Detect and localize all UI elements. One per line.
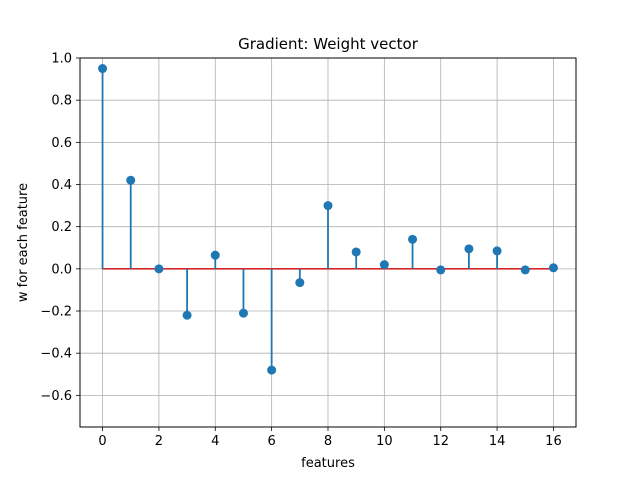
stem-marker: [238, 308, 248, 318]
stem-marker: [98, 64, 108, 74]
stem-marker: [267, 365, 277, 375]
stem-marker: [548, 263, 558, 273]
y-tick-label: 0.0: [51, 262, 72, 277]
stem-marker: [408, 234, 418, 244]
stem-marker: [295, 278, 305, 288]
y-tick-label: 1.0: [51, 52, 72, 67]
x-axis-label: features: [301, 456, 355, 471]
stem-marker: [323, 201, 333, 211]
x-tick-label: 8: [324, 434, 332, 449]
stem-marker: [154, 264, 164, 274]
stem-marker: [210, 250, 220, 260]
y-tick-label: 0.6: [51, 136, 72, 151]
stem-marker: [520, 265, 530, 275]
chart-title: Gradient: Weight vector: [238, 35, 419, 53]
tick-marks: [76, 57, 554, 431]
stem-marker: [351, 247, 361, 257]
y-tick-label: −0.6: [40, 389, 72, 404]
x-tick-labels: 0 2 4 6 8 10 12 14 16: [98, 434, 561, 449]
x-tick-label: 0: [98, 434, 106, 449]
stem-marker: [436, 265, 446, 275]
stem-marker: [464, 244, 474, 254]
x-tick-label: 10: [376, 434, 393, 449]
stem-marker: [379, 260, 389, 270]
markers: [98, 64, 558, 375]
x-tick-label: 4: [211, 434, 219, 449]
y-tick-label: 0.4: [51, 178, 72, 193]
y-tick-labels: −0.6 −0.4 −0.2 0.0 0.2 0.4 0.6 0.8 1.0: [40, 52, 72, 404]
x-tick-label: 6: [267, 434, 275, 449]
y-tick-label: −0.2: [40, 305, 72, 320]
y-tick-label: 0.8: [51, 94, 72, 109]
x-tick-label: 14: [489, 434, 506, 449]
stem-marker: [182, 310, 192, 320]
stem-marker: [126, 175, 136, 185]
y-axis-label: w for each feature: [16, 183, 31, 302]
stem-marker: [492, 246, 502, 256]
x-tick-label: 16: [545, 434, 562, 449]
y-tick-label: −0.4: [40, 347, 72, 362]
x-tick-label: 12: [432, 434, 449, 449]
y-tick-label: 0.2: [51, 220, 72, 235]
x-tick-label: 2: [155, 434, 163, 449]
